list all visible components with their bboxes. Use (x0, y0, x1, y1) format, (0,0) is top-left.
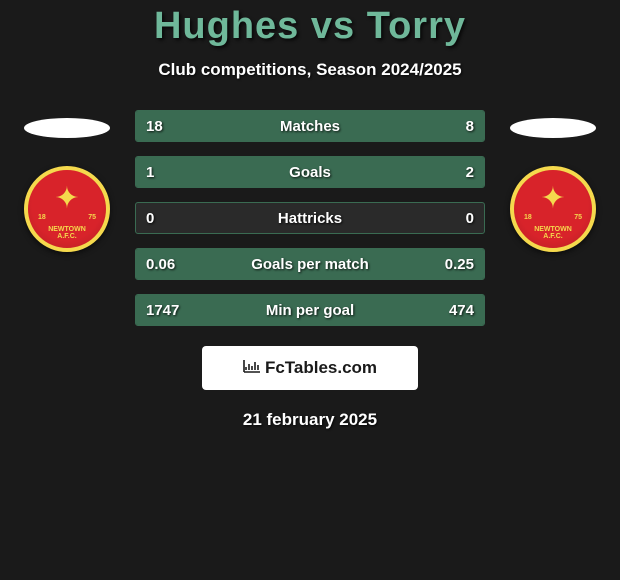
crest-year-right: 75 (574, 214, 582, 221)
stat-value-right: 474 (449, 302, 474, 319)
stat-value-left: 1747 (146, 302, 179, 319)
date: 21 february 2025 (0, 410, 620, 430)
bar-fill-left (136, 111, 376, 141)
stat-row: 0.06 Goals per match 0.25 (135, 248, 485, 280)
flag-left (24, 118, 110, 138)
stat-row: 1747 Min per goal 474 (135, 294, 485, 326)
stat-row: 1 Goals 2 (135, 156, 485, 188)
stat-value-left: 1 (146, 164, 154, 181)
brand-box[interactable]: FcTables.com (202, 346, 418, 390)
flag-right (510, 118, 596, 138)
stat-value-right: 2 (466, 164, 474, 181)
bar-fill-right (251, 157, 484, 187)
stat-value-right: 0 (466, 210, 474, 227)
stat-value-left: 0.06 (146, 256, 175, 273)
player-right-col: ✦ 18 75 NEWTOWNA.F.C. (503, 110, 603, 252)
subtitle: Club competitions, Season 2024/2025 (0, 60, 620, 80)
griffin-icon: ✦ (540, 184, 565, 214)
chart-icon (243, 359, 261, 378)
club-crest-left: ✦ 18 75 NEWTOWNA.F.C. (24, 166, 110, 252)
stat-value-left: 18 (146, 118, 163, 135)
crest-year-left: 18 (524, 214, 532, 221)
stat-label: Hattricks (278, 210, 342, 227)
crest-year-right: 75 (88, 214, 96, 221)
stat-label: Matches (280, 118, 340, 135)
stat-label: Goals per match (251, 256, 369, 273)
griffin-icon: ✦ (54, 184, 79, 214)
stat-value-right: 8 (466, 118, 474, 135)
stat-value-left: 0 (146, 210, 154, 227)
stat-label: Goals (289, 164, 331, 181)
main-row: ✦ 18 75 NEWTOWNA.F.C. 18 Matches 8 1 Goa… (0, 110, 620, 326)
crest-year-left: 18 (38, 214, 46, 221)
stat-value-right: 0.25 (445, 256, 474, 273)
page-title: Hughes vs Torry (0, 5, 620, 48)
comparison-card: Hughes vs Torry Club competitions, Seaso… (0, 0, 620, 580)
stat-bars: 18 Matches 8 1 Goals 2 0 Hattricks 0 (135, 110, 485, 326)
stat-label: Min per goal (266, 302, 354, 319)
player-left-col: ✦ 18 75 NEWTOWNA.F.C. (17, 110, 117, 252)
crest-name: NEWTOWNA.F.C. (48, 226, 86, 240)
club-crest-right: ✦ 18 75 NEWTOWNA.F.C. (510, 166, 596, 252)
crest-name: NEWTOWNA.F.C. (534, 226, 572, 240)
stat-row: 0 Hattricks 0 (135, 202, 485, 234)
brand-text: FcTables.com (265, 358, 377, 378)
stat-row: 18 Matches 8 (135, 110, 485, 142)
